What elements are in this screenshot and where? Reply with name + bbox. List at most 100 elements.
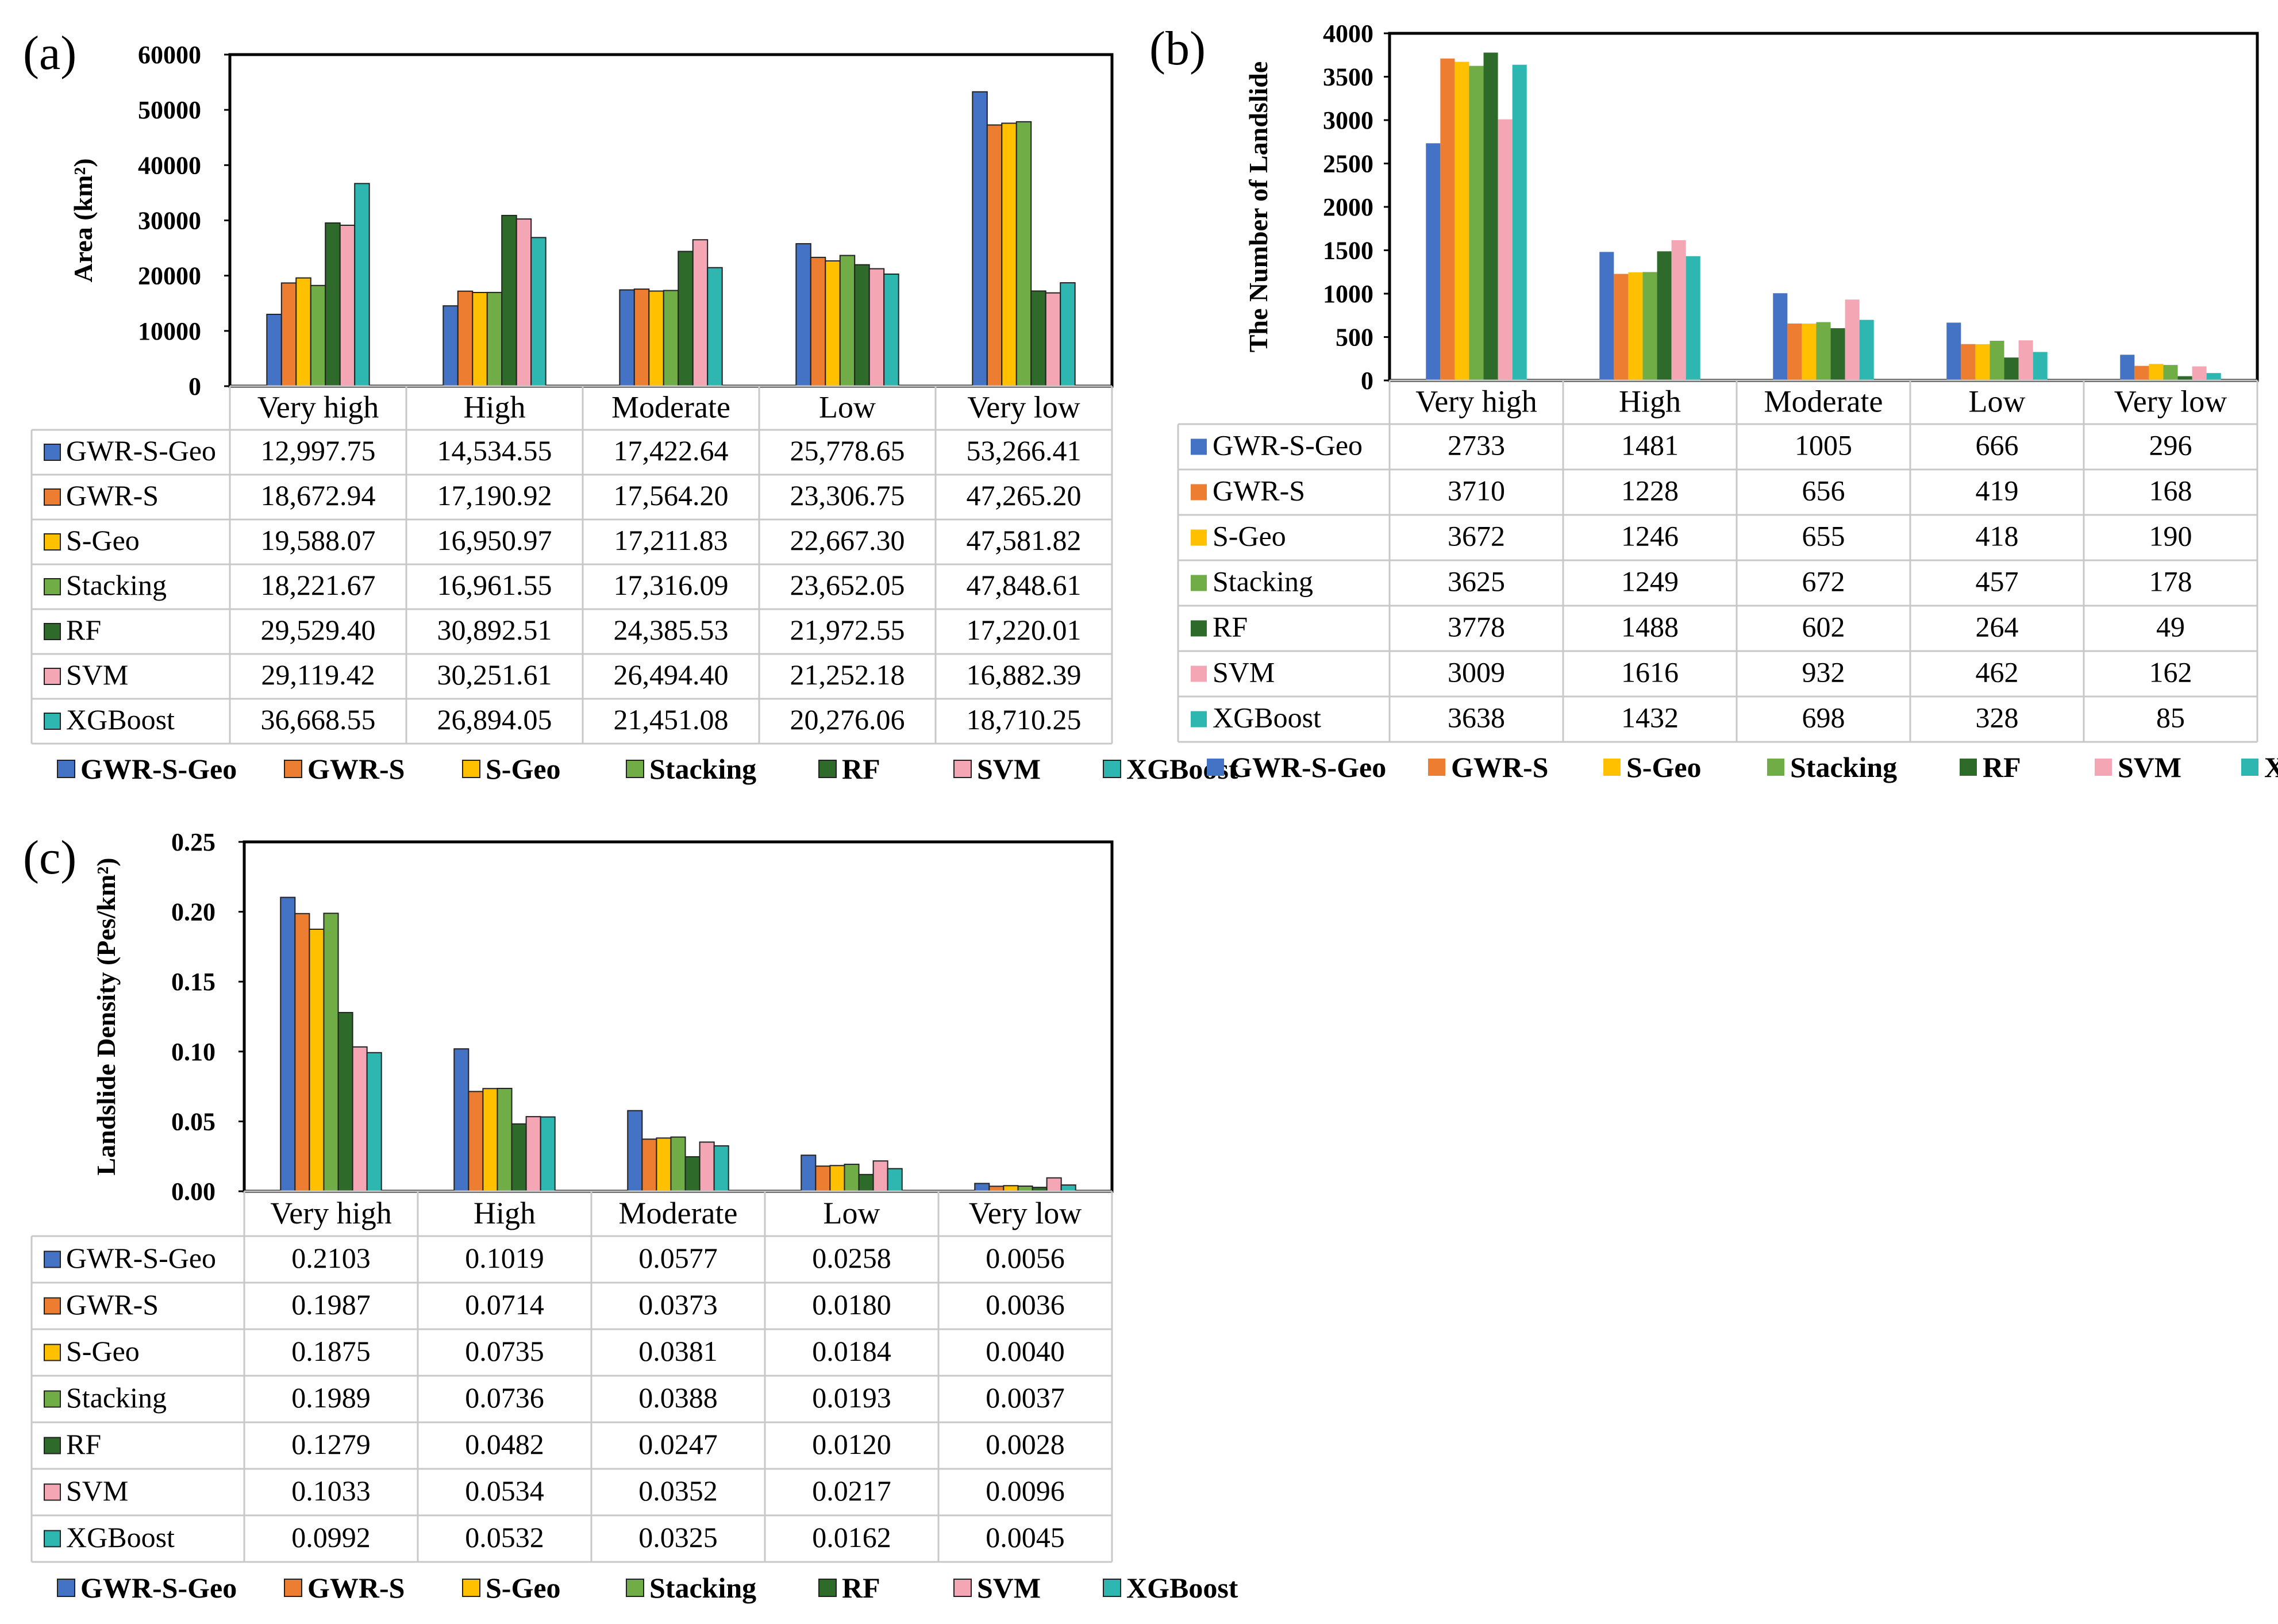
legend-swatch bbox=[284, 760, 302, 778]
row-legend-swatch bbox=[1191, 711, 1207, 728]
bar-svm-very-low bbox=[2192, 366, 2207, 380]
category-label: High bbox=[1619, 384, 1681, 419]
table-cell: 264 bbox=[1976, 611, 2019, 643]
table-cell: 0.2103 bbox=[291, 1242, 371, 1274]
bar-gwr-s-geo-very-low bbox=[974, 1183, 990, 1192]
legend-entry: GWR-S bbox=[307, 1572, 405, 1604]
row-series-name: GWR-S-Geo bbox=[66, 1242, 216, 1274]
bar-stacking-high bbox=[486, 291, 503, 387]
bar-stacking-low bbox=[1990, 340, 2004, 380]
table-cell: 2733 bbox=[1448, 429, 1505, 461]
legend-swatch bbox=[2095, 759, 2112, 776]
y-tick-label: 20000 bbox=[138, 262, 201, 290]
category-label: Moderate bbox=[611, 390, 730, 425]
table-cell: 3638 bbox=[1448, 702, 1505, 734]
legend-swatch bbox=[953, 1579, 972, 1597]
table-cell: 698 bbox=[1802, 702, 1845, 734]
table-cell: 0.0037 bbox=[986, 1381, 1065, 1414]
row-legend-swatch bbox=[44, 1530, 61, 1548]
table-cell: 17,316.09 bbox=[614, 569, 729, 601]
table-cell: 296 bbox=[2149, 429, 2192, 461]
y-tick-label: 500 bbox=[1336, 324, 1373, 352]
bar-s-geo-very-low bbox=[1001, 122, 1017, 387]
bar-rf-very-high bbox=[337, 1011, 353, 1192]
row-legend-swatch bbox=[44, 623, 61, 640]
table-cell: 0.0714 bbox=[465, 1288, 544, 1321]
y-tick-label: 0.25 bbox=[171, 828, 216, 856]
table-cell: 0.1279 bbox=[291, 1428, 371, 1460]
table-cell: 17,190.92 bbox=[437, 479, 552, 511]
bar-svm-low bbox=[2018, 340, 2033, 380]
table-cell: 672 bbox=[1802, 565, 1845, 598]
category-label: Very low bbox=[969, 1196, 1082, 1230]
table-cell: 3778 bbox=[1448, 611, 1505, 643]
table-cell: 49 bbox=[2156, 611, 2185, 643]
row-series-name: S-Geo bbox=[1213, 520, 1286, 552]
table-cell: 47,581.82 bbox=[967, 524, 1082, 556]
legend-entry: S-Geo bbox=[1626, 751, 1702, 783]
bar-xgboost-low bbox=[887, 1168, 903, 1192]
y-axis-label: Landslide Density (Pes/km²) bbox=[91, 857, 121, 1175]
row-series-name: Stacking bbox=[66, 569, 167, 601]
bar-s-geo-moderate bbox=[656, 1137, 672, 1192]
legend-swatch bbox=[462, 1579, 480, 1597]
legend-swatch bbox=[1960, 759, 1977, 776]
category-label: Very high bbox=[270, 1196, 391, 1230]
bar-stacking-moderate bbox=[670, 1136, 686, 1192]
legend-swatch bbox=[1103, 760, 1121, 778]
table-cell: 20,276.06 bbox=[790, 703, 905, 736]
bar-svm-low bbox=[868, 268, 885, 387]
category-label: Moderate bbox=[1764, 384, 1883, 419]
table-cell: 328 bbox=[1976, 702, 2019, 734]
table-cell: 0.0120 bbox=[812, 1428, 891, 1460]
bar-gwr-s-high bbox=[1614, 274, 1629, 380]
table-cell: 24,385.53 bbox=[614, 614, 729, 646]
bar-gwr-s-low bbox=[810, 256, 826, 387]
category-label: Low bbox=[1969, 384, 2026, 419]
table-cell: 1616 bbox=[1621, 656, 1679, 688]
panel-label: (c) bbox=[23, 831, 76, 884]
table-cell: 23,306.75 bbox=[790, 479, 905, 511]
row-legend-swatch bbox=[1191, 484, 1207, 501]
bar-rf-moderate bbox=[1830, 328, 1845, 380]
table-cell: 419 bbox=[1976, 475, 2019, 507]
table-cell: 0.0352 bbox=[638, 1475, 718, 1507]
category-label: Very high bbox=[1415, 384, 1537, 419]
bar-xgboost-very-low bbox=[1060, 1184, 1076, 1192]
bar-xgboost-moderate bbox=[1859, 320, 1874, 380]
bar-stacking-high bbox=[497, 1088, 513, 1192]
bar-stacking-moderate bbox=[663, 290, 679, 387]
bar-s-geo-high bbox=[482, 1088, 498, 1192]
bar-stacking-very-high bbox=[1469, 66, 1484, 380]
bar-stacking-very-high bbox=[310, 284, 326, 387]
table-cell: 18,672.94 bbox=[261, 479, 376, 511]
bar-rf-moderate bbox=[678, 251, 694, 387]
table-cell: 162 bbox=[2149, 656, 2192, 688]
table-cell: 0.0381 bbox=[638, 1335, 718, 1367]
bar-stacking-very-high bbox=[323, 913, 339, 1192]
table-cell: 85 bbox=[2156, 702, 2185, 734]
table-cell: 0.0193 bbox=[812, 1381, 891, 1414]
bar-rf-very-high bbox=[325, 222, 341, 387]
bar-stacking-moderate bbox=[1816, 322, 1831, 380]
table-cell: 17,220.01 bbox=[967, 614, 1082, 646]
legend-swatch bbox=[626, 1579, 644, 1597]
bar-svm-moderate bbox=[692, 239, 709, 387]
legend-swatch bbox=[2241, 759, 2258, 776]
row-series-name: RF bbox=[1213, 611, 1248, 643]
y-axis-label: Area (km²) bbox=[68, 158, 98, 282]
table-cell: 666 bbox=[1976, 429, 2019, 461]
table-cell: 47,848.61 bbox=[967, 569, 1082, 601]
table-cell: 0.0388 bbox=[638, 1381, 718, 1414]
bar-gwr-s-moderate bbox=[1787, 323, 1802, 380]
category-label: High bbox=[464, 390, 526, 425]
table-cell: 0.0373 bbox=[638, 1288, 718, 1321]
legend-entry: GWR-S bbox=[1451, 751, 1548, 783]
bar-gwr-s-moderate bbox=[641, 1138, 657, 1192]
legend-entry: S-Geo bbox=[486, 753, 561, 785]
legend-entry: SVM bbox=[2118, 751, 2181, 783]
panel-label: (b) bbox=[1149, 22, 1206, 75]
bar-stacking-low bbox=[844, 1164, 860, 1192]
bar-gwr-s-very-low bbox=[2134, 365, 2149, 380]
row-legend-swatch bbox=[1191, 620, 1207, 637]
